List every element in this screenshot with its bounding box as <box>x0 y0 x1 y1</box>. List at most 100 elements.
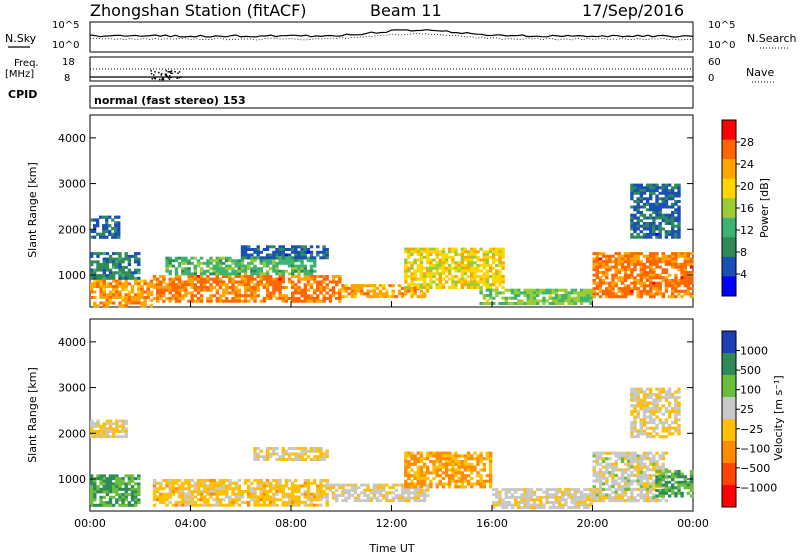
data-cell <box>369 289 373 293</box>
data-cell <box>614 496 618 500</box>
data-cell <box>294 259 298 263</box>
data-cell <box>630 426 634 430</box>
colorbar-cell <box>722 419 736 442</box>
data-cell <box>316 498 320 502</box>
data-cell <box>683 475 687 479</box>
data-cell <box>674 273 678 277</box>
data-cell <box>256 458 260 461</box>
data-cell <box>331 288 336 292</box>
data-cell <box>548 294 552 297</box>
data-cell <box>674 407 678 411</box>
data-cell <box>677 475 681 479</box>
data-cell <box>614 262 618 266</box>
data-cell <box>118 293 122 297</box>
data-cell <box>206 487 210 491</box>
data-cell <box>649 387 653 391</box>
data-cell <box>269 261 273 265</box>
data-cell <box>187 272 191 276</box>
data-cell <box>542 296 546 300</box>
data-cell <box>127 293 132 297</box>
data-cell <box>177 291 182 295</box>
data-cell <box>338 277 342 281</box>
data-cell <box>303 267 307 271</box>
data-cell <box>448 250 452 254</box>
data-cell <box>404 485 408 489</box>
data-cell <box>545 490 549 494</box>
data-cell <box>303 500 307 504</box>
data-cell <box>674 418 678 422</box>
data-cell <box>338 494 342 497</box>
data-cell <box>686 271 691 274</box>
data-cell <box>592 496 596 500</box>
data-cell <box>112 430 116 433</box>
data-cell <box>341 491 345 495</box>
data-cell <box>338 280 342 284</box>
data-cell <box>372 289 377 293</box>
data-cell <box>495 286 499 289</box>
data-cell <box>190 256 194 260</box>
data-cell <box>209 481 213 485</box>
data-cell <box>561 503 565 507</box>
data-cell <box>105 235 109 239</box>
data-cell <box>601 254 606 258</box>
data-cell <box>419 474 424 478</box>
data-cell <box>598 454 603 458</box>
data-cell <box>633 423 637 427</box>
data-cell <box>124 490 128 494</box>
data-cell <box>627 284 631 288</box>
data-cell <box>269 495 273 499</box>
data-cell <box>586 498 590 502</box>
data-cell <box>649 183 653 187</box>
data-cell <box>558 299 562 303</box>
data-cell <box>152 503 157 507</box>
data-cell <box>661 219 665 223</box>
data-cell <box>127 503 132 507</box>
data-cell <box>611 465 615 469</box>
data-cell <box>649 462 653 466</box>
data-cell <box>181 256 185 260</box>
data-cell <box>639 271 643 274</box>
data-cell <box>664 284 669 288</box>
data-cell <box>658 289 662 293</box>
data-cell <box>108 293 113 297</box>
data-cell <box>611 471 615 475</box>
data-cell <box>127 276 132 280</box>
data-cell <box>636 205 640 209</box>
data-cell <box>438 479 442 483</box>
data-cell <box>215 259 219 263</box>
data-cell <box>649 268 653 272</box>
data-cell <box>149 285 154 289</box>
data-cell <box>655 496 659 500</box>
colorbar-tick-label: 25 <box>740 403 754 416</box>
data-cell <box>639 462 643 466</box>
data-cell <box>407 460 411 464</box>
data-cell <box>112 485 116 489</box>
data-cell <box>419 451 424 455</box>
data-cell <box>589 501 593 504</box>
data-cell <box>247 294 251 298</box>
data-cell <box>275 484 279 488</box>
data-cell <box>426 454 430 458</box>
data-cell <box>137 260 141 264</box>
data-cell <box>488 482 493 486</box>
data-cell <box>407 261 411 265</box>
data-cell <box>265 291 270 295</box>
data-cell <box>275 280 279 284</box>
data-cell <box>636 479 640 483</box>
data-cell <box>542 302 546 305</box>
data-cell <box>93 224 97 228</box>
data-cell <box>649 287 653 291</box>
data-cell <box>206 264 210 268</box>
data-cell <box>605 289 609 293</box>
data-cell <box>677 292 681 296</box>
data-cell <box>137 501 141 505</box>
data-cell <box>655 262 659 266</box>
data-cell <box>652 462 656 466</box>
data-cell <box>99 232 103 236</box>
data-cell <box>642 465 647 469</box>
data-cell <box>319 250 323 254</box>
data-cell <box>661 257 665 261</box>
data-cell <box>674 230 678 234</box>
data-cell <box>181 492 185 496</box>
data-cell <box>473 272 477 276</box>
